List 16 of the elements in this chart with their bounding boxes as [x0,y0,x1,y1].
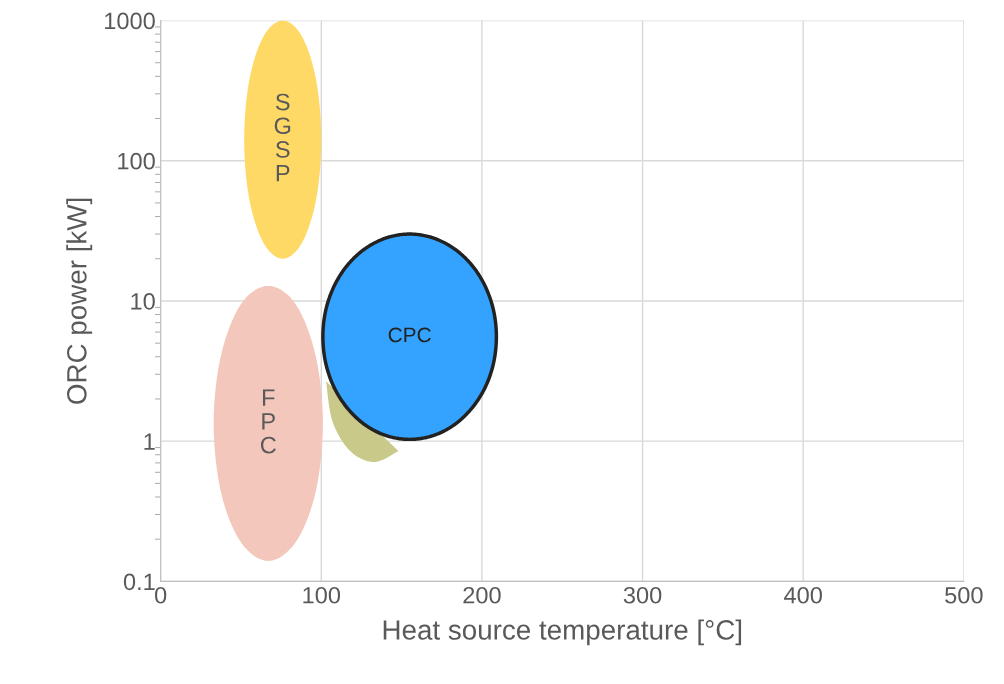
x-tick-label: 500 [945,586,983,604]
series-label: SGSP [274,93,291,182]
y-tick-label: 10 [131,293,155,310]
y-tick-label: 100 [118,152,155,170]
y-tick-label: 1000 [105,12,155,30]
series-label: CPC [388,327,431,343]
y-axis-title: ORC power [kW] [66,198,93,404]
x-tick-label: 300 [623,586,662,604]
x-tick-label: 200 [463,586,501,604]
x-axis-title: Heat source temperature [°C] [383,619,742,646]
series-label: FPC [260,389,276,454]
x-tick-label: 100 [303,586,341,604]
y-tick-label: 0.1 [123,573,155,591]
x-tick-label: 400 [784,586,822,604]
x-tick-label: 0 [155,586,167,604]
y-tick-label: 1 [144,433,155,450]
